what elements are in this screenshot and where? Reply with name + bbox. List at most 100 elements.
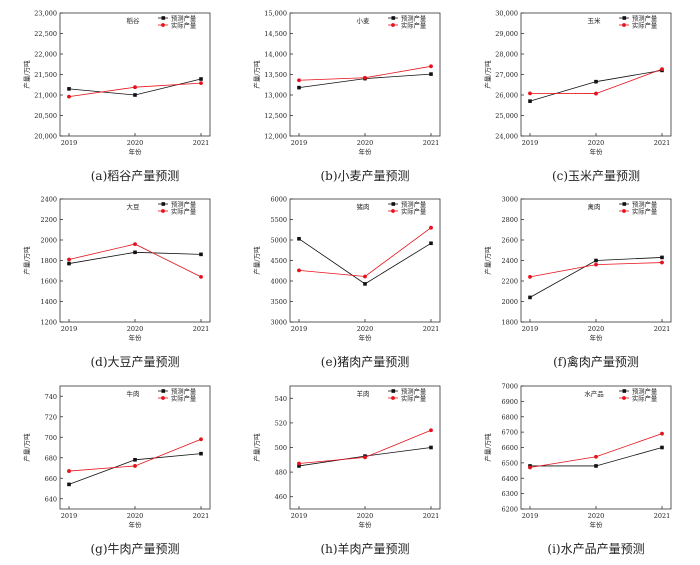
legend-marker: [161, 23, 165, 27]
legend-marker: [391, 389, 396, 393]
y-tick-label: 3000: [501, 196, 518, 204]
legend-marker: [161, 209, 165, 213]
actual-point: [297, 268, 301, 273]
chart-title: 牛肉: [127, 389, 140, 398]
x-tick-label: 2019: [61, 139, 78, 147]
plot-frame: [289, 198, 441, 323]
legend-marker: [161, 396, 165, 400]
legend-marker: [161, 202, 166, 206]
y-tick-label: 21,500: [34, 71, 57, 79]
predicted-point: [429, 241, 433, 246]
plot-frame: [59, 385, 211, 510]
actual-point: [528, 91, 532, 96]
legend-label: 实际产量: [171, 206, 197, 215]
y-tick-label: 6200: [501, 506, 518, 514]
panel-caption: (c)玉米产量预测: [552, 169, 640, 183]
x-tick-label: 2021: [423, 325, 440, 333]
y-tick-label: 3500: [270, 298, 287, 306]
x-tick-label: 2019: [291, 512, 308, 520]
x-tick-label: 2020: [127, 512, 144, 520]
x-tick-label: 2021: [654, 139, 671, 147]
legend-marker: [391, 16, 396, 20]
y-tick-label: 26,000: [495, 92, 518, 100]
predicted-point: [67, 482, 71, 487]
y-tick-label: 480: [275, 469, 287, 477]
x-axis-label: 年份: [590, 147, 604, 156]
y-axis-label: 产量/万吨: [483, 246, 492, 275]
x-tick-label: 2020: [127, 325, 144, 333]
x-tick-label: 2020: [357, 325, 374, 333]
actual-point: [67, 469, 71, 473]
chart-title: 稻谷: [127, 16, 141, 25]
actual-point: [363, 455, 367, 460]
predicted-point: [297, 236, 301, 241]
y-tick-label: 15,000: [264, 10, 287, 18]
legend-marker: [161, 389, 166, 393]
actual-point: [133, 464, 137, 468]
actual-point: [528, 275, 532, 279]
y-tick-label: 20,500: [34, 112, 57, 120]
y-tick-label: 6300: [501, 490, 518, 498]
predicted-point: [133, 93, 137, 97]
predicted-point: [528, 99, 532, 103]
y-tick-label: 5000: [270, 237, 287, 245]
x-tick-label: 2021: [423, 512, 440, 520]
x-tick-label: 2021: [423, 139, 440, 147]
actual-point: [363, 274, 367, 279]
panel-caption: (g)牛肉产量预测: [90, 541, 179, 556]
y-tick-label: 1400: [40, 298, 57, 306]
plot-frame: [289, 385, 441, 510]
predicted-point: [297, 85, 301, 90]
y-tick-label: 2200: [40, 216, 57, 224]
legend-label: 实际产量: [401, 20, 427, 29]
actual-series-line: [529, 433, 663, 468]
predicted-point: [199, 77, 203, 81]
y-tick-label: 22,000: [34, 51, 57, 59]
predicted-point: [199, 252, 203, 257]
plot-frame: [289, 12, 441, 137]
y-tick-label: 2800: [501, 216, 518, 224]
chart-panel: 6200 6300 6400 6500 6600 6700 6800 6900 7000 2019…: [483, 383, 672, 556]
actual-point: [594, 262, 598, 267]
x-axis-label: 年份: [359, 147, 373, 156]
y-tick-label: 1200: [40, 319, 57, 327]
actual-point: [133, 85, 137, 90]
legend-label: 预测产量: [171, 13, 197, 22]
x-tick-label: 2020: [357, 512, 374, 520]
x-axis-label: 年份: [129, 333, 143, 342]
legend-marker: [622, 23, 626, 27]
legend-label: 实际产量: [171, 20, 197, 29]
y-tick-label: 700: [45, 434, 57, 442]
legend-label: 预测产量: [632, 199, 658, 208]
y-axis-label: 产量/万吨: [252, 246, 261, 275]
legend-marker: [622, 202, 627, 206]
chart-panel: 1200 1400 1600 1800 2000 2200 2400 2019 2020 2021…: [22, 196, 211, 369]
y-axis-label: 产量/万吨: [22, 246, 31, 275]
y-tick-label: 720: [45, 413, 57, 421]
y-tick-label: 14,500: [264, 30, 287, 38]
y-tick-label: 500: [275, 444, 287, 452]
y-tick-label: 21,000: [34, 92, 57, 100]
y-tick-label: 6800: [501, 413, 518, 421]
legend-label: 实际产量: [632, 20, 658, 29]
chart-panel: 3000 3500 4000 4500 5000 5500 6000 2019 2020 2021…: [252, 196, 441, 369]
y-tick-label: 1800: [40, 257, 57, 265]
x-tick-label: 2020: [588, 139, 605, 147]
predicted-point: [594, 258, 598, 263]
panel-caption: (b)小麦产量预测: [320, 169, 409, 183]
actual-point: [363, 75, 367, 80]
actual-point: [660, 260, 664, 265]
panel-caption: (a)稻谷产量预测: [91, 169, 180, 183]
legend-marker: [391, 209, 395, 213]
predicted-point: [199, 451, 203, 456]
y-tick-label: 24,000: [495, 133, 518, 141]
chart-panel: 640 660 680 700 720 740 2019 2020 2021 年份 产量/万吨 牛肉 预…: [22, 385, 211, 556]
predicted-point: [660, 445, 664, 450]
legend-label: 预测产量: [401, 199, 427, 208]
legend-label: 预测产量: [171, 386, 197, 395]
actual-point: [199, 81, 203, 86]
chart-title: 水产品: [584, 389, 604, 398]
actual-point: [429, 225, 433, 230]
chart-title: 玉米: [588, 16, 602, 25]
y-tick-label: 4500: [270, 257, 287, 265]
